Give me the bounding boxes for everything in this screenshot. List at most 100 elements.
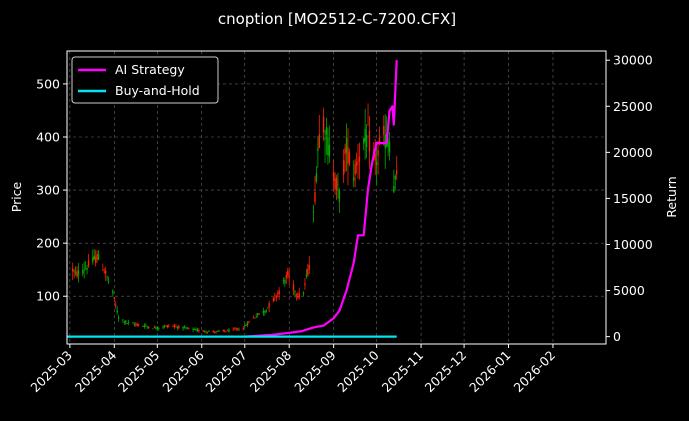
candle-body <box>308 264 310 270</box>
candle-body <box>394 176 396 180</box>
candle-body <box>208 331 210 332</box>
candle-body <box>142 326 144 327</box>
candle-body <box>255 316 257 318</box>
candle-body <box>294 291 296 293</box>
candle-body <box>285 275 288 278</box>
candle-body <box>77 270 80 276</box>
candle-body <box>396 170 398 175</box>
y-tick-label: 500 <box>36 76 60 91</box>
candle-body <box>198 330 200 332</box>
candle-body <box>172 325 174 327</box>
candle-body <box>72 268 74 272</box>
candle-body <box>377 149 379 156</box>
y2-tick-label: 5000 <box>613 283 645 298</box>
candle-body <box>212 331 214 332</box>
candle-body <box>344 148 346 155</box>
y-axis-left: 100 200 300 400 500 <box>36 76 67 304</box>
candle-body <box>106 275 108 277</box>
candle-body <box>115 304 117 307</box>
candle-body <box>76 271 78 277</box>
candle-body <box>328 144 331 157</box>
candle-body <box>332 172 335 181</box>
candle-body <box>245 325 247 327</box>
candle-body <box>287 270 289 276</box>
candle-body <box>275 296 277 298</box>
candle-body <box>137 324 140 326</box>
y-axis-label: Price <box>9 181 24 212</box>
y2-tick-label: 20000 <box>613 145 653 160</box>
plot-frame <box>66 50 607 345</box>
candle-body <box>136 324 138 326</box>
candle-body <box>153 327 156 328</box>
candle-body <box>146 326 148 328</box>
candle-body <box>252 317 255 319</box>
candle-body <box>84 268 87 270</box>
candle-body <box>277 293 279 294</box>
candle-body <box>125 320 127 323</box>
candle-body <box>87 260 90 266</box>
candle-body <box>158 328 160 329</box>
candle-body <box>355 161 358 166</box>
candle-body <box>132 322 134 324</box>
candle-body <box>82 269 84 274</box>
candle-body <box>222 330 224 331</box>
candle-body <box>348 152 351 163</box>
candle-body <box>248 321 250 323</box>
legend-label-buy-and-hold: Buy-and-Hold <box>115 83 200 98</box>
candle-body <box>298 293 300 298</box>
candle-body <box>192 328 194 331</box>
candle-body <box>384 134 386 149</box>
candle-body <box>223 330 226 332</box>
candle-body <box>354 164 356 175</box>
candle-body <box>94 257 97 263</box>
candle-body <box>193 328 196 330</box>
candle-body <box>357 163 359 165</box>
candle-body <box>225 331 227 333</box>
candle-body <box>218 330 220 332</box>
candle-body <box>307 269 309 276</box>
candle-body <box>284 279 286 284</box>
candle-body <box>156 326 159 329</box>
candle-body <box>238 329 240 331</box>
candle-body <box>213 332 216 333</box>
candle-body <box>202 330 204 332</box>
candle-body <box>288 275 290 278</box>
y2-tick-label: 15000 <box>613 191 653 206</box>
candle-body <box>83 269 85 271</box>
ai-strategy-line <box>244 60 398 338</box>
candle-body <box>113 297 116 299</box>
candle-body <box>205 331 207 333</box>
candle-body <box>166 325 169 328</box>
candle-body <box>295 294 298 296</box>
candle-body <box>105 270 107 274</box>
candle-body <box>268 303 270 308</box>
candle-body <box>278 290 280 295</box>
candle-body <box>163 326 166 328</box>
candle-body <box>264 311 266 313</box>
candle-body <box>126 322 128 324</box>
return-lines <box>67 60 398 338</box>
candle-body <box>103 271 105 273</box>
candle-body <box>322 116 325 133</box>
legend-label-ai-strategy: AI Strategy <box>115 62 185 77</box>
candle-body <box>143 325 146 328</box>
candle-body <box>102 269 104 271</box>
candle-body <box>148 327 150 329</box>
candle-body <box>97 254 100 260</box>
candle-body <box>73 270 75 272</box>
candle-body <box>162 326 164 328</box>
candle-body <box>127 322 130 323</box>
y2-tick-label: 10000 <box>613 237 653 252</box>
candle-body <box>318 134 320 148</box>
candle-body <box>244 325 246 327</box>
candle-body <box>256 313 259 315</box>
chart-title: cnoption [MO2512-C-7200.CFX] <box>218 10 456 28</box>
candle-body <box>374 153 376 161</box>
candle-body <box>292 284 295 291</box>
y2-tick-label: 30000 <box>613 53 653 68</box>
candle-body <box>145 325 147 327</box>
price-candles <box>72 103 398 334</box>
candle-body <box>93 255 95 260</box>
y-tick-label: 400 <box>36 129 60 144</box>
